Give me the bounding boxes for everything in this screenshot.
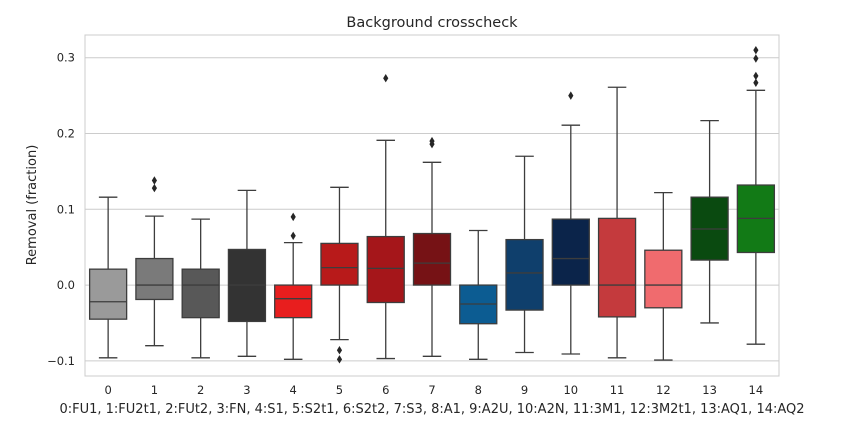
box-iqr [412,232,452,286]
box-group-3 [227,189,267,357]
box-iqr [320,242,359,286]
x-axis-ticks: 0 1 2 3 4 5 6 7 8 9 10 11 12 13 14 [104,383,763,397]
chart-title: Background crosscheck [346,15,518,31]
outlier-point [568,91,574,100]
x-axis-title: 0:FU1, 1:FU2t1, 2:FUt2, 3:FN, 4:S1, 5:S2… [59,402,804,417]
y-tick-label: 0.2 [57,127,75,141]
box-group-8 [459,229,498,360]
box-iqr [551,218,590,286]
outlier-point [383,73,389,83]
x-tick-label: 2 [197,383,204,397]
x-tick-label: 3 [243,383,250,397]
boxes [88,45,776,364]
outlier-point [753,54,759,63]
y-tick-label: 0.1 [57,202,75,216]
outlier-point [290,212,296,222]
x-tick-label: 9 [521,383,528,397]
box-iqr [366,235,405,304]
x-tick-label: 13 [702,383,717,397]
y-tick-label: 0.3 [57,51,75,65]
box-group-1 [135,176,174,347]
x-tick-label: 11 [610,383,625,397]
x-tick-label: 6 [382,383,389,397]
outlier-point [290,231,296,241]
box-group-6 [366,73,405,360]
outlier-point [753,45,759,55]
outlier-point [151,176,157,185]
x-tick-label: 0 [104,383,111,397]
y-tick-label: −0.1 [47,354,75,368]
box-group-9 [505,155,544,354]
x-tick-label: 1 [151,383,158,397]
box-group-11 [597,86,637,359]
x-tick-label: 12 [656,383,671,397]
box-group-12 [644,191,683,361]
box-iqr [135,257,174,301]
box-group-5 [320,186,359,364]
box-group-7 [412,136,452,357]
box-group-14 [736,45,776,345]
x-tick-label: 5 [336,383,343,397]
x-tick-label: 10 [563,383,578,397]
box-iqr [597,217,637,318]
y-axis-title: Removal (fraction) [25,145,40,266]
box-iqr [274,284,313,319]
outlier-point [336,346,343,355]
box-group-13 [690,119,729,324]
plot-area-frame [84,34,780,377]
box-group-0 [88,196,128,359]
outlier-point [429,136,435,146]
outlier-point [151,183,157,193]
outlier-point [753,71,759,81]
box-group-4 [274,212,313,360]
x-tick-label: 14 [749,383,764,397]
outlier-point [753,78,759,87]
y-tick-label: 0.0 [57,278,75,292]
x-tick-label: 7 [428,383,435,397]
x-tick-label: 4 [290,383,297,397]
box-iqr [505,238,544,311]
y-axis-ticks: −0.1 0.0 0.1 0.2 0.3 [47,51,75,368]
outlier-point [336,355,343,364]
box-iqr [644,249,683,309]
box-iqr [181,268,220,319]
x-tick-label: 8 [475,383,482,397]
box-group-10 [551,91,590,355]
box-iqr [88,268,128,320]
box-group-2 [181,218,220,359]
